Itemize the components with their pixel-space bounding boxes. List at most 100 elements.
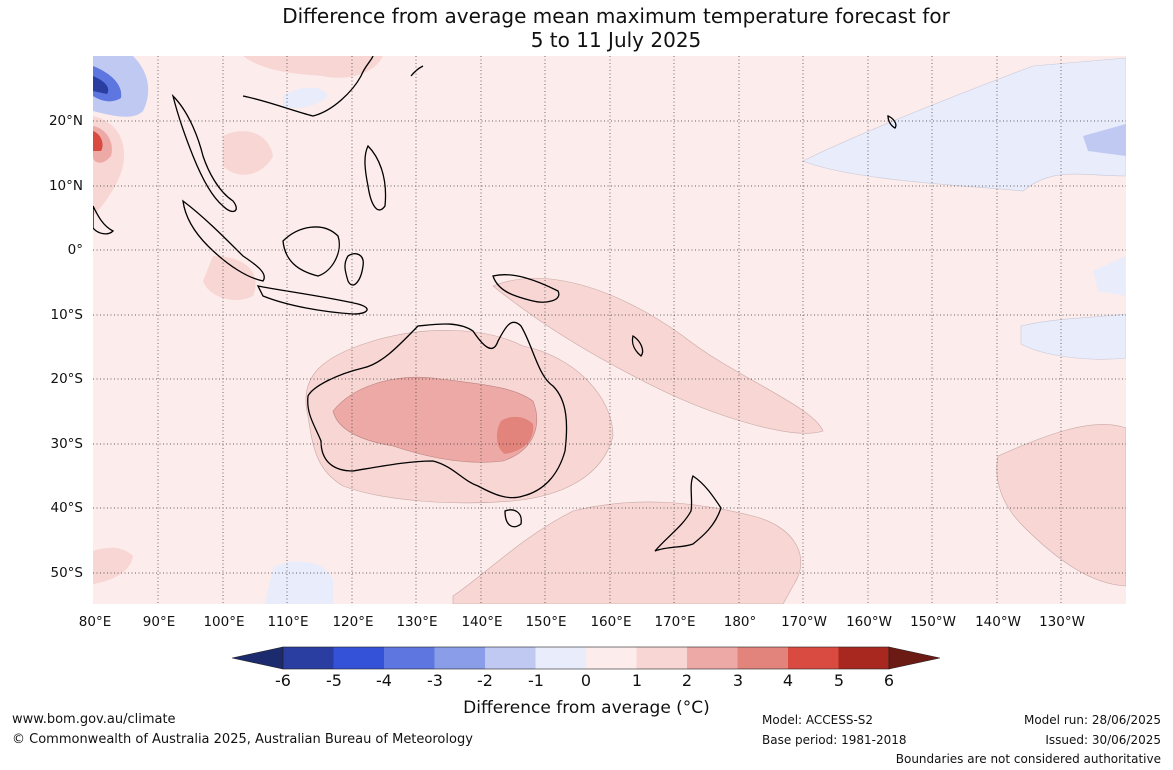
- new-caledonia-coastline: [631, 334, 644, 357]
- lon-label-170w: 170°W: [781, 614, 827, 630]
- base-period-text: Base period: 1981-2018: [762, 733, 907, 747]
- lon-label-170e: 170°E: [654, 614, 696, 630]
- hawaii-coastline: [887, 115, 897, 129]
- sulawesi-coastline: [344, 253, 364, 286]
- anomaly-area-coral-sea-1-2: [492, 278, 824, 434]
- philippines-coastline: [364, 144, 387, 211]
- issued-text: Issued: 30/06/2025: [1045, 733, 1161, 747]
- anomaly-area-negative-china: [283, 87, 328, 108]
- graticule: [93, 56, 1126, 604]
- colorbar-tick-6: 6: [883, 671, 895, 690]
- colorbar-tick-minus-2: -2: [477, 671, 493, 690]
- anomaly-area-very-strong-negative: [93, 76, 109, 94]
- lat-label-50s: 50°S: [50, 565, 84, 581]
- lat-label-40s: 40°S: [50, 500, 84, 516]
- colorbar-segment: [586, 647, 637, 669]
- anomaly-area-negative-southern-ocean: [265, 561, 333, 604]
- temperature-anomaly-map: [93, 56, 1126, 604]
- lon-label-140w: 140°W: [975, 614, 1021, 630]
- colorbar: [232, 646, 940, 670]
- colorbar-segment: [384, 647, 435, 669]
- copyright-text: © Commonwealth of Australia 2025, Austra…: [12, 732, 473, 747]
- lat-label-30s: 30°S: [50, 436, 84, 452]
- colorbar-tick-minus-1: -1: [528, 671, 544, 690]
- colorbar-segment: [636, 647, 688, 669]
- lon-label-160w: 160°W: [846, 614, 892, 630]
- lon-label-160e: 160°E: [590, 614, 632, 630]
- model-text: Model: ACCESS-S2: [762, 713, 874, 727]
- model-run-text: Model run: 28/06/2025: [1023, 713, 1161, 727]
- colorbar-tick-3: 3: [732, 671, 744, 690]
- colorbar-frame: [282, 646, 890, 670]
- sri-lanka-coastline: [93, 205, 115, 235]
- colorbar-tick-5: 5: [833, 671, 845, 690]
- lon-label-110e: 110°E: [267, 614, 309, 630]
- new-guinea-coastline: [492, 274, 560, 303]
- colorbar-extend-low: [232, 646, 284, 670]
- disclaimer-text: Boundaries are not considered authoritat…: [895, 752, 1161, 766]
- colorbar-tick-minus-6: -6: [275, 671, 291, 690]
- map-panel: [93, 56, 1126, 604]
- anomaly-area-indochina-1-2: [223, 131, 273, 175]
- anomaly-area-tasman-1-2: [452, 501, 802, 604]
- colorbar-segment: [535, 647, 587, 669]
- map-title-line-1: Difference from average mean maximum tem…: [282, 4, 950, 28]
- australia-coastline: [307, 321, 568, 499]
- tasmania-coastline: [504, 509, 522, 528]
- sumatra-coastline: [182, 199, 265, 282]
- lon-label-150w: 150°W: [910, 614, 956, 630]
- lat-label-20s: 20°S: [50, 371, 84, 387]
- colorbar-segment: [434, 647, 486, 669]
- borneo-coastline: [282, 226, 340, 277]
- new-zealand-coastline: [654, 475, 722, 552]
- japan-coastline: [410, 65, 424, 77]
- anomaly-area-australia-2-3: [332, 377, 537, 463]
- coastlines: [93, 56, 897, 552]
- lon-label-100e: 100°E: [203, 614, 245, 630]
- colorbar-extend-high: [888, 646, 940, 670]
- java-coastline: [256, 285, 368, 315]
- colorbar-label: Difference from average (°C): [463, 698, 710, 718]
- anomaly-area-india-4-5: [93, 131, 103, 151]
- colorbar-segment: [737, 647, 789, 669]
- lon-label-130e: 130°E: [396, 614, 438, 630]
- malay-peninsula-coastline: [171, 93, 237, 213]
- lat-label-10n: 10°N: [48, 178, 83, 194]
- lon-label-120e: 120°E: [332, 614, 374, 630]
- colorbar-tick-0: 0: [580, 671, 592, 690]
- colorbar-segment: [788, 647, 839, 669]
- colorbar-segment: [687, 647, 738, 669]
- anomaly-area-southeast-pacific-1-2: [996, 424, 1126, 587]
- anomaly-area-negative-east: [1093, 256, 1126, 296]
- anomaly-area-negative-himalaya: [93, 56, 149, 117]
- lat-label-0: 0°: [67, 242, 83, 258]
- colorbar-tick-minus-4: -4: [376, 671, 392, 690]
- anomaly-area-southwest-1-2: [93, 547, 133, 584]
- lon-label-80e: 80°E: [78, 614, 112, 630]
- anomaly-area-negative-small: [1083, 124, 1126, 156]
- lon-label-180: 180°: [723, 614, 757, 630]
- anomaly-area-australia-3-4: [496, 416, 534, 454]
- map-title-line-2: 5 to 11 July 2025: [530, 28, 702, 52]
- colorbar-tick-4: 4: [782, 671, 794, 690]
- lat-label-20n: 20°N: [48, 113, 83, 129]
- china-coastline: [242, 56, 374, 117]
- colorbar-segment: [485, 647, 536, 669]
- lon-label-130w: 130°W: [1039, 614, 1085, 630]
- anomaly-area-negative-pacific: [802, 57, 1126, 192]
- lat-label-10s: 10°S: [50, 307, 84, 323]
- colorbar-segment: [283, 647, 334, 669]
- colorbar-tick-minus-3: -3: [427, 671, 443, 690]
- anomaly-area-north-1-2: [243, 56, 383, 78]
- colorbar-segment: [333, 647, 385, 669]
- lon-label-140e: 140°E: [461, 614, 503, 630]
- colorbar-segment: [838, 647, 890, 669]
- website-text: www.bom.gov.au/climate: [12, 712, 176, 727]
- colorbar-tick-minus-5: -5: [326, 671, 342, 690]
- lon-label-150e: 150°E: [525, 614, 567, 630]
- colorbar-tick-1: 1: [631, 671, 643, 690]
- colorbar-tick-2: 2: [681, 671, 693, 690]
- anomaly-area-indian-ocean-1-2: [203, 256, 256, 301]
- lon-label-90e: 90°E: [142, 614, 176, 630]
- anomaly-area-negative-south-pacific: [1020, 313, 1126, 360]
